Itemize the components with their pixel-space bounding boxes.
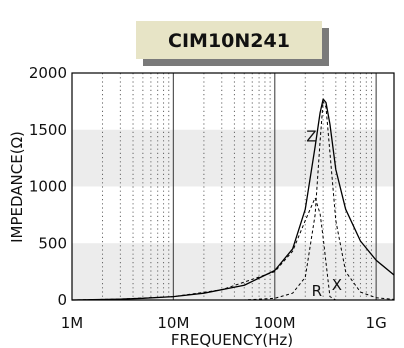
- grid-lines: [102, 73, 377, 300]
- title-box: CIM10N241: [136, 21, 329, 66]
- curve-labels: Z R X: [306, 128, 342, 300]
- x-axis-label: FREQUENCY(Hz): [171, 331, 293, 348]
- x-tick-label: 10M: [157, 314, 189, 332]
- curve-label-r: R: [312, 282, 322, 300]
- y-axis-label: IMPEDANCE(Ω): [8, 131, 26, 243]
- x-tick-label: 100M: [254, 314, 296, 332]
- x-tick-label: 1G: [366, 314, 387, 332]
- plot-frame: [71, 72, 395, 301]
- x-tick-label: 1M: [61, 314, 84, 332]
- curve-label-z: Z: [306, 128, 316, 146]
- x-tick-labels: 1M 10M 100M 1G: [61, 314, 387, 332]
- y-tick-labels: 0 500 1000 1500 2000: [29, 64, 67, 309]
- y-tick-label: 1000: [29, 178, 67, 196]
- y-tick-label: 500: [38, 234, 67, 252]
- y-tick-label: 2000: [29, 64, 67, 82]
- shaded-band: [72, 129, 394, 187]
- y-tick-label: 0: [57, 291, 67, 309]
- chart-title: CIM10N241: [168, 30, 290, 52]
- y-tick-label: 1500: [29, 121, 67, 139]
- curve-label-x: X: [332, 276, 342, 294]
- shaded-band: [72, 243, 394, 300]
- series-r-line: [72, 100, 395, 301]
